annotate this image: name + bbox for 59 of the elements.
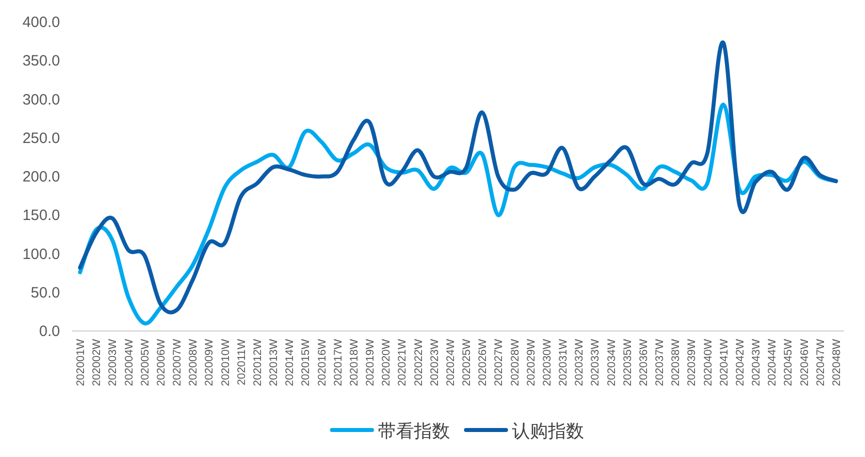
x-tick-label: 202042W [734,338,746,386]
x-tick-label: 202012W [252,338,264,386]
legend-label: 认购指数 [512,421,584,441]
x-tick-label: 202032W [574,338,586,386]
x-tick-label: 202031W [558,338,570,386]
x-tick-label: 202040W [702,338,714,386]
x-tick-label: 202017W [332,338,344,386]
x-tick-label: 202047W [814,338,827,386]
x-tick-label: 202029W [525,338,538,386]
x-tick-label: 202007W [172,338,184,386]
x-tick-label: 202030W [541,338,554,386]
y-tick-label: 0.0 [39,323,60,340]
x-tick-label: 202023W [428,338,441,386]
x-tick-label: 202039W [686,338,698,386]
x-tick-label: 202024W [444,338,457,386]
x-tick-label: 202013W [268,338,280,386]
y-tick-label: 50.0 [30,284,60,302]
x-tick-label: 202038W [670,338,682,386]
x-tick-label: 202015W [300,338,312,386]
x-tick-label: 202020W [380,338,393,386]
x-tick-label: 202002W [91,338,104,386]
x-tick-label: 202028W [509,338,522,386]
x-tick-label: 202034W [606,338,618,386]
y-tick-label: 100.0 [22,246,60,263]
x-tick-label: 202004W [123,338,136,386]
y-tick-label: 200.0 [22,168,60,186]
x-tick-label: 202011W [236,338,248,386]
x-tick-label: 202043W [750,338,763,386]
x-tick-label: 202021W [396,338,409,386]
legend-label: 带看指数 [378,421,450,441]
x-tick-label: 202019W [364,338,377,386]
x-tick-label: 202009W [204,338,216,386]
x-tick-label: 202037W [654,338,666,386]
x-tick-label: 202026W [477,338,490,386]
x-tick-label: 202041W [718,338,730,386]
x-tick-label: 202008W [188,338,200,386]
x-tick-label: 202022W [412,338,425,386]
x-tick-label: 202016W [316,338,328,386]
x-tick-label: 202001W [75,338,88,386]
y-tick-label: 350.0 [22,52,60,70]
y-tick-label: 250.0 [22,130,60,147]
x-tick-label: 202005W [139,338,152,386]
x-tick-label: 202048W [830,338,843,386]
x-tick-label: 202025W [461,338,474,386]
y-tick-label: 150.0 [22,207,60,224]
x-tick-label: 202045W [782,338,795,386]
x-tick-label: 202035W [622,338,634,386]
y-tick-label: 300.0 [22,91,60,108]
x-tick-label: 202014W [284,338,296,386]
x-tick-label: 202044W [766,338,779,386]
x-tick-label: 202027W [493,338,506,386]
x-tick-label: 202010W [220,338,232,386]
x-tick-label: 202036W [638,338,650,386]
x-tick-label: 202018W [348,338,360,386]
x-tick-label: 202046W [798,338,811,386]
y-tick-label: 400.0 [22,14,60,31]
x-tick-label: 202006W [155,338,168,386]
x-tick-label: 202003W [107,338,120,386]
x-tick-label: 202033W [590,338,602,386]
